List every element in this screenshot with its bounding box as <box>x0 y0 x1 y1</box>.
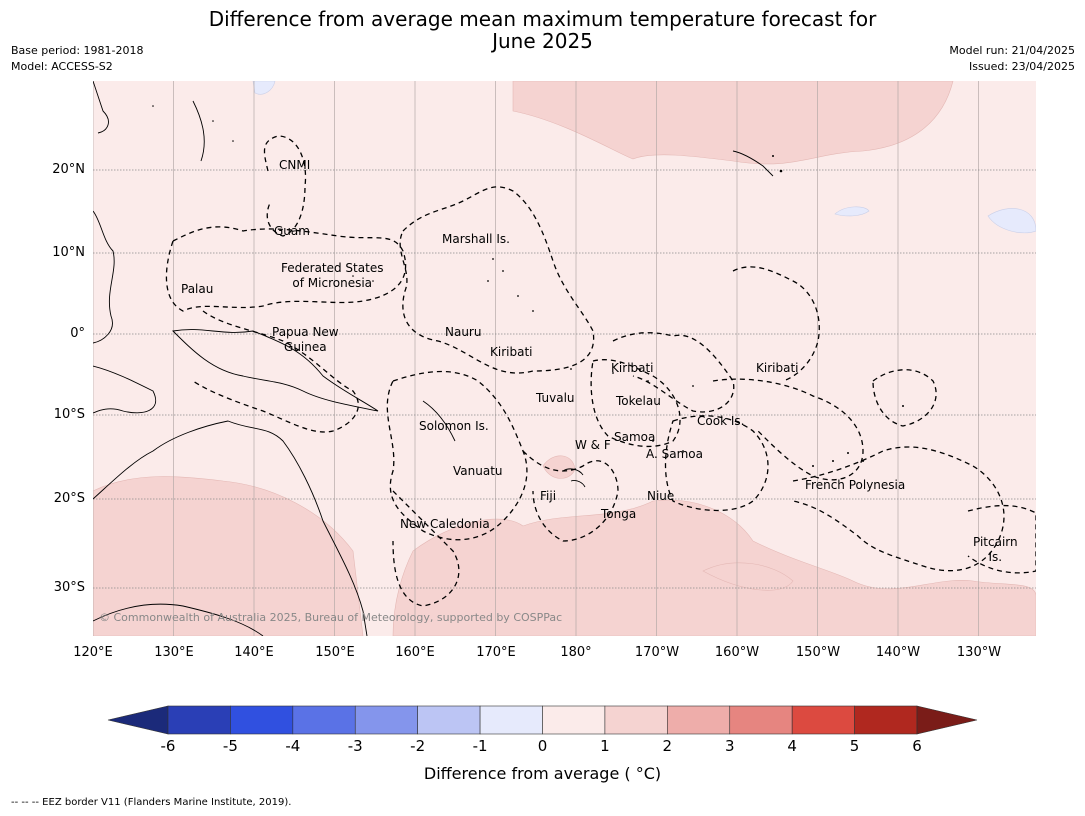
place-label-tonga: Tonga <box>601 507 637 521</box>
lon-label-170e: 170°E <box>476 645 516 660</box>
place-label-kiribati-west: Kiribati <box>490 345 533 359</box>
lon-label-120e: 120°E <box>73 645 113 660</box>
colorbar-bin <box>230 705 294 735</box>
cool-patch-top <box>252 81 276 95</box>
place-label-french-polynesia: French Polynesia <box>805 478 906 492</box>
colorbar-bin <box>667 705 731 735</box>
small-islands <box>152 105 904 467</box>
place-label-solomon: Solomon Is. <box>419 419 489 433</box>
colorbar-bin <box>167 705 231 735</box>
colorbar-tick-label: -6 <box>160 737 176 755</box>
cool-patch-east <box>987 208 1036 234</box>
place-label-cnmi: CNMI <box>279 158 311 172</box>
model-run: Model run: 21/04/2025 <box>949 44 1075 57</box>
lat-label-30s: 30°S <box>53 580 85 595</box>
colorbar-label: Difference from average ( °C) <box>423 764 662 783</box>
place-label-fsm: Federated States of Micronesia <box>281 261 384 290</box>
place-label-wallis-futuna: W & F <box>575 438 611 452</box>
parallels <box>93 169 1036 589</box>
place-label-niue: Niue <box>647 489 675 503</box>
lon-label-140w: 140°W <box>875 645 921 660</box>
colorbar-bin <box>479 705 543 735</box>
place-label-vanuatu: Vanuatu <box>453 464 503 478</box>
lat-label-20s: 20°S <box>53 491 85 506</box>
place-label-tuvalu: Tuvalu <box>536 391 575 405</box>
meta-left: Base period: 1981-2018 Model: ACCESS-S2 <box>11 43 143 75</box>
colorbar-tick-label: -2 <box>410 737 426 755</box>
place-label-kiribati-central: Kiribati <box>611 361 654 375</box>
place-label-kiribati-east: Kiribati <box>756 361 799 375</box>
place-label-new-caledonia: New Caledonia <box>400 517 490 531</box>
place-label-guam: Guam <box>274 224 310 238</box>
lon-label-140e: 140°E <box>234 645 274 660</box>
lat-label-20n: 20°N <box>52 162 85 177</box>
place-label-american-samoa: A. Samoa <box>646 447 703 461</box>
map-title: Difference from average mean maximum tem… <box>0 8 1085 52</box>
lon-label-180: 180° <box>560 645 592 660</box>
colorbar-bin <box>354 705 418 735</box>
lon-label-150e: 150°E <box>315 645 355 660</box>
eez-footnote: -- -- -- EEZ border V11 (Flanders Marine… <box>11 797 292 808</box>
colorbar-extend-high <box>916 705 978 735</box>
colorbar-bin <box>542 705 606 735</box>
lon-label-170w: 170°W <box>634 645 680 660</box>
colorbar-bin <box>791 705 855 735</box>
place-label-fiji: Fiji <box>540 489 557 503</box>
lat-label-0: 0° <box>70 326 85 341</box>
map-panel: © Commonwealth of Australia 2025, Bureau… <box>93 81 1036 636</box>
colorbar-bin <box>417 705 481 735</box>
anomaly-patch-north <box>512 81 954 165</box>
eez-borders <box>165 135 1036 607</box>
lon-label-130e: 130°E <box>154 645 194 660</box>
lat-label-10n: 10°N <box>52 245 85 260</box>
colorbar-tick-label: 6 <box>912 737 922 755</box>
title-line-1: Difference from average mean maximum tem… <box>208 7 877 31</box>
place-label-nauru: Nauru <box>445 325 482 339</box>
anomaly-patch-australia <box>93 476 364 636</box>
place-label-tokelau: Tokelau <box>616 394 661 408</box>
place-label-samoa: Samoa <box>614 430 656 444</box>
colorbar-tick-label: -3 <box>347 737 363 755</box>
place-label-cook: Cook Is. <box>697 414 745 428</box>
colorbar-bin <box>604 705 668 735</box>
copyright-notice: © Commonwealth of Australia 2025, Bureau… <box>99 611 563 624</box>
colorbar-bin <box>729 705 793 735</box>
colorbar-tick-label: 1 <box>600 737 610 755</box>
colorbar-tick-label: 0 <box>537 737 548 755</box>
colorbar-tick-label: 4 <box>787 737 797 755</box>
base-period: Base period: 1981-2018 <box>11 44 144 57</box>
colorbar-tick-label: 2 <box>662 737 673 755</box>
colorbar-bin <box>854 705 918 735</box>
colorbar-tick-label: -4 <box>285 737 301 755</box>
colorbar-extend-low <box>107 705 169 735</box>
cool-patch-hawaii <box>834 206 870 217</box>
place-label-marshall: Marshall Is. <box>442 232 510 246</box>
lon-label-130w: 130°W <box>956 645 1002 660</box>
anomaly-patch-fiji <box>542 455 576 479</box>
lon-label-160w: 160°W <box>714 645 760 660</box>
place-label-palau: Palau <box>181 282 214 296</box>
colorbar-tick-label: -1 <box>472 737 488 755</box>
meta-right: Model run: 21/04/2025 Issued: 23/04/2025 <box>949 43 1075 75</box>
place-label-pitcairn: Pitcairn Is. <box>973 535 1018 564</box>
title-line-2: June 2025 <box>492 29 593 53</box>
colorbar-tick-label: -5 <box>222 737 238 755</box>
issued-date: Issued: 23/04/2025 <box>968 60 1075 73</box>
model-name: Model: ACCESS-S2 <box>11 60 113 73</box>
map-canvas <box>93 81 1036 636</box>
place-label-png: Papua New Guinea <box>272 325 339 354</box>
anomaly-patch-east <box>702 562 794 591</box>
colorbar-tick-label: 3 <box>724 737 735 755</box>
lon-label-160e: 160°E <box>395 645 435 660</box>
colorbar <box>107 705 978 735</box>
colorbar-bin <box>292 705 356 735</box>
colorbar-tick-label: 5 <box>849 737 860 755</box>
lat-label-10s: 10°S <box>53 407 85 422</box>
lon-label-150w: 150°W <box>795 645 841 660</box>
